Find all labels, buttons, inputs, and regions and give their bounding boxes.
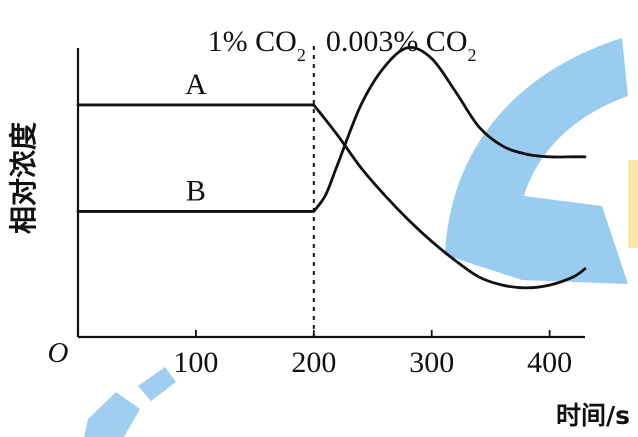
y-axis-label: 相对浓度: [7, 122, 40, 234]
x-tick-label-300: 300: [409, 346, 454, 379]
watermark-g-shape: [445, 38, 628, 284]
series-label-b: B: [186, 174, 206, 207]
watermark-shapes: [84, 38, 638, 437]
x-tick-label-400: 400: [527, 346, 572, 379]
x-axis-ticks: 100 200 300 400: [173, 330, 572, 379]
series-lines: [76, 46, 587, 290]
origin-label: O: [48, 337, 69, 369]
x-axis-label: 时间/s: [556, 401, 630, 430]
series-labels: AB: [185, 68, 207, 207]
annotation-1-percent-co2: 1% CO2: [208, 25, 306, 65]
x-tick-label-100: 100: [173, 346, 218, 379]
annotation-0003-percent-co2: 0.003% CO2: [326, 25, 477, 65]
series-label-a: A: [185, 68, 207, 101]
x-tick-label-200: 200: [291, 346, 336, 379]
series-line-a: [76, 103, 587, 290]
chart-axes: [76, 48, 585, 339]
series-line-b: [76, 46, 587, 213]
watermark-chinese-fragment: [84, 367, 176, 437]
watermark-yellow-bar: [628, 160, 638, 248]
